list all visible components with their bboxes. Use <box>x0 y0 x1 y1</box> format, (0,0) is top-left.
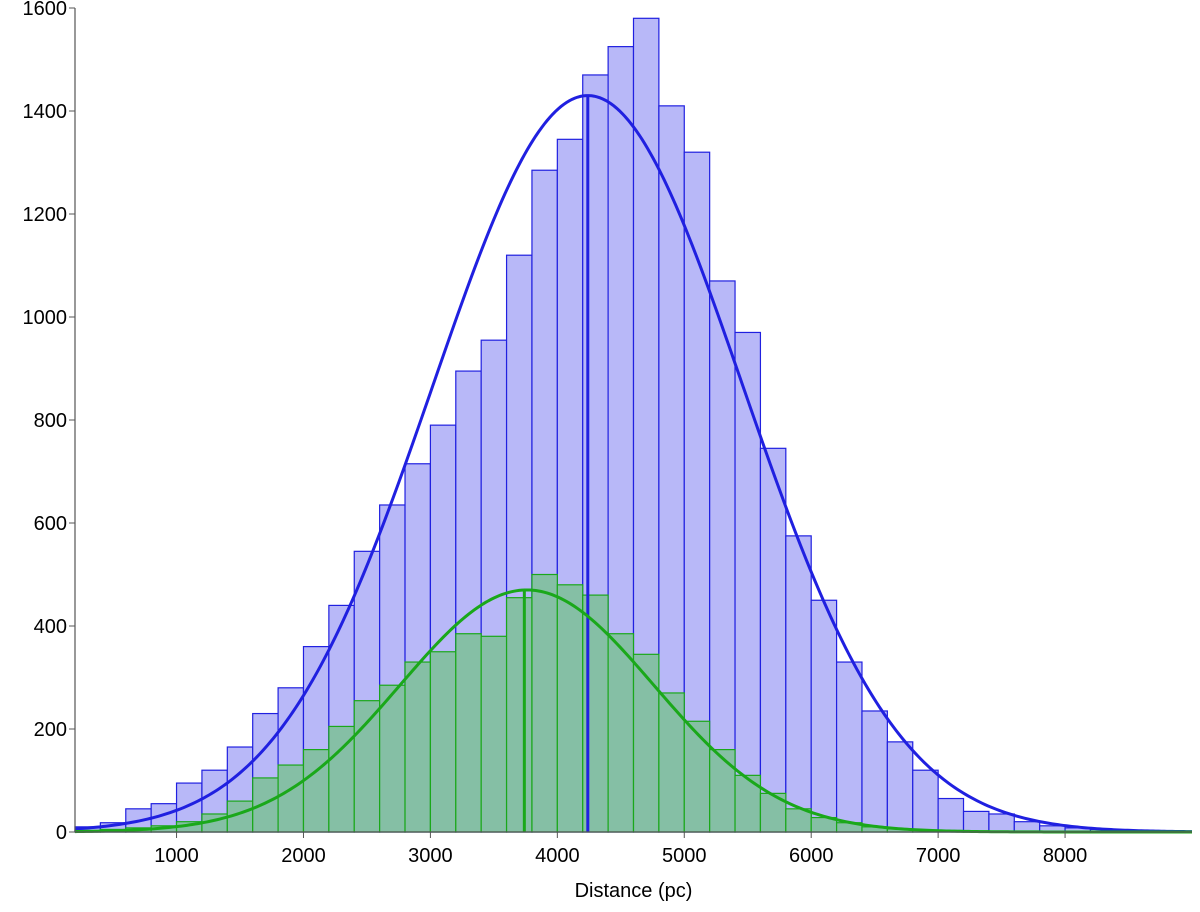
histogram-bar <box>810 599 838 833</box>
histogram-bar <box>785 535 812 833</box>
histogram-bar <box>632 653 660 833</box>
histogram-bar <box>937 797 965 833</box>
histogram-bar <box>607 633 635 833</box>
histogram-bar <box>734 331 762 833</box>
y-tick-label: 600 <box>34 513 67 535</box>
histogram-bar <box>861 710 888 833</box>
y-tick-label: 1400 <box>23 101 68 123</box>
histogram-bar <box>531 573 558 833</box>
x-tick-label: 4000 <box>535 845 580 867</box>
histogram-bar <box>556 584 584 833</box>
y-tick-label: 1600 <box>23 0 68 20</box>
histogram-bar <box>505 597 533 833</box>
y-tick-label: 0 <box>56 822 67 844</box>
y-tick-label: 1200 <box>23 204 68 226</box>
x-tick-label: 8000 <box>1043 845 1088 867</box>
histogram-bar <box>886 741 914 833</box>
tick-labels: 1000 2000 3000 4000 5000 6000 7000 8000 0 200 400 6… <box>23 0 1088 867</box>
y-tick-label: 800 <box>34 410 67 432</box>
y-tick-label: 1000 <box>23 307 68 329</box>
histogram-bar <box>480 635 508 833</box>
histogram-bar <box>328 725 355 833</box>
x-tick-label: 3000 <box>408 845 453 867</box>
histogram-bar <box>455 633 482 833</box>
histogram-bar <box>835 661 863 833</box>
x-axis-label: Distance (pc) <box>575 880 693 902</box>
histogram-bar <box>683 720 711 833</box>
histogram-bar <box>759 447 787 833</box>
y-tick-label: 400 <box>34 616 67 638</box>
x-tick-label: 5000 <box>662 845 707 867</box>
histogram-bar <box>683 151 711 833</box>
histogram-bar <box>709 748 736 833</box>
histogram-bar <box>962 810 990 833</box>
x-tick-label: 6000 <box>789 845 834 867</box>
histogram-bar <box>988 813 1015 833</box>
histogram-bar <box>709 280 736 833</box>
histogram-bar <box>379 684 406 833</box>
x-tick-label: 1000 <box>154 845 199 867</box>
histogram-bar <box>404 661 432 833</box>
histogram-bar <box>429 651 457 833</box>
histogram-bar <box>658 692 685 833</box>
x-tick-label: 7000 <box>916 845 961 867</box>
x-tick-label: 2000 <box>281 845 326 867</box>
histogram-bar <box>277 764 305 833</box>
histogram-bar <box>912 769 939 833</box>
histogram-bar <box>252 777 279 833</box>
y-tick-label: 200 <box>34 719 67 741</box>
fit-curve-series-1 <box>74 94 1193 834</box>
